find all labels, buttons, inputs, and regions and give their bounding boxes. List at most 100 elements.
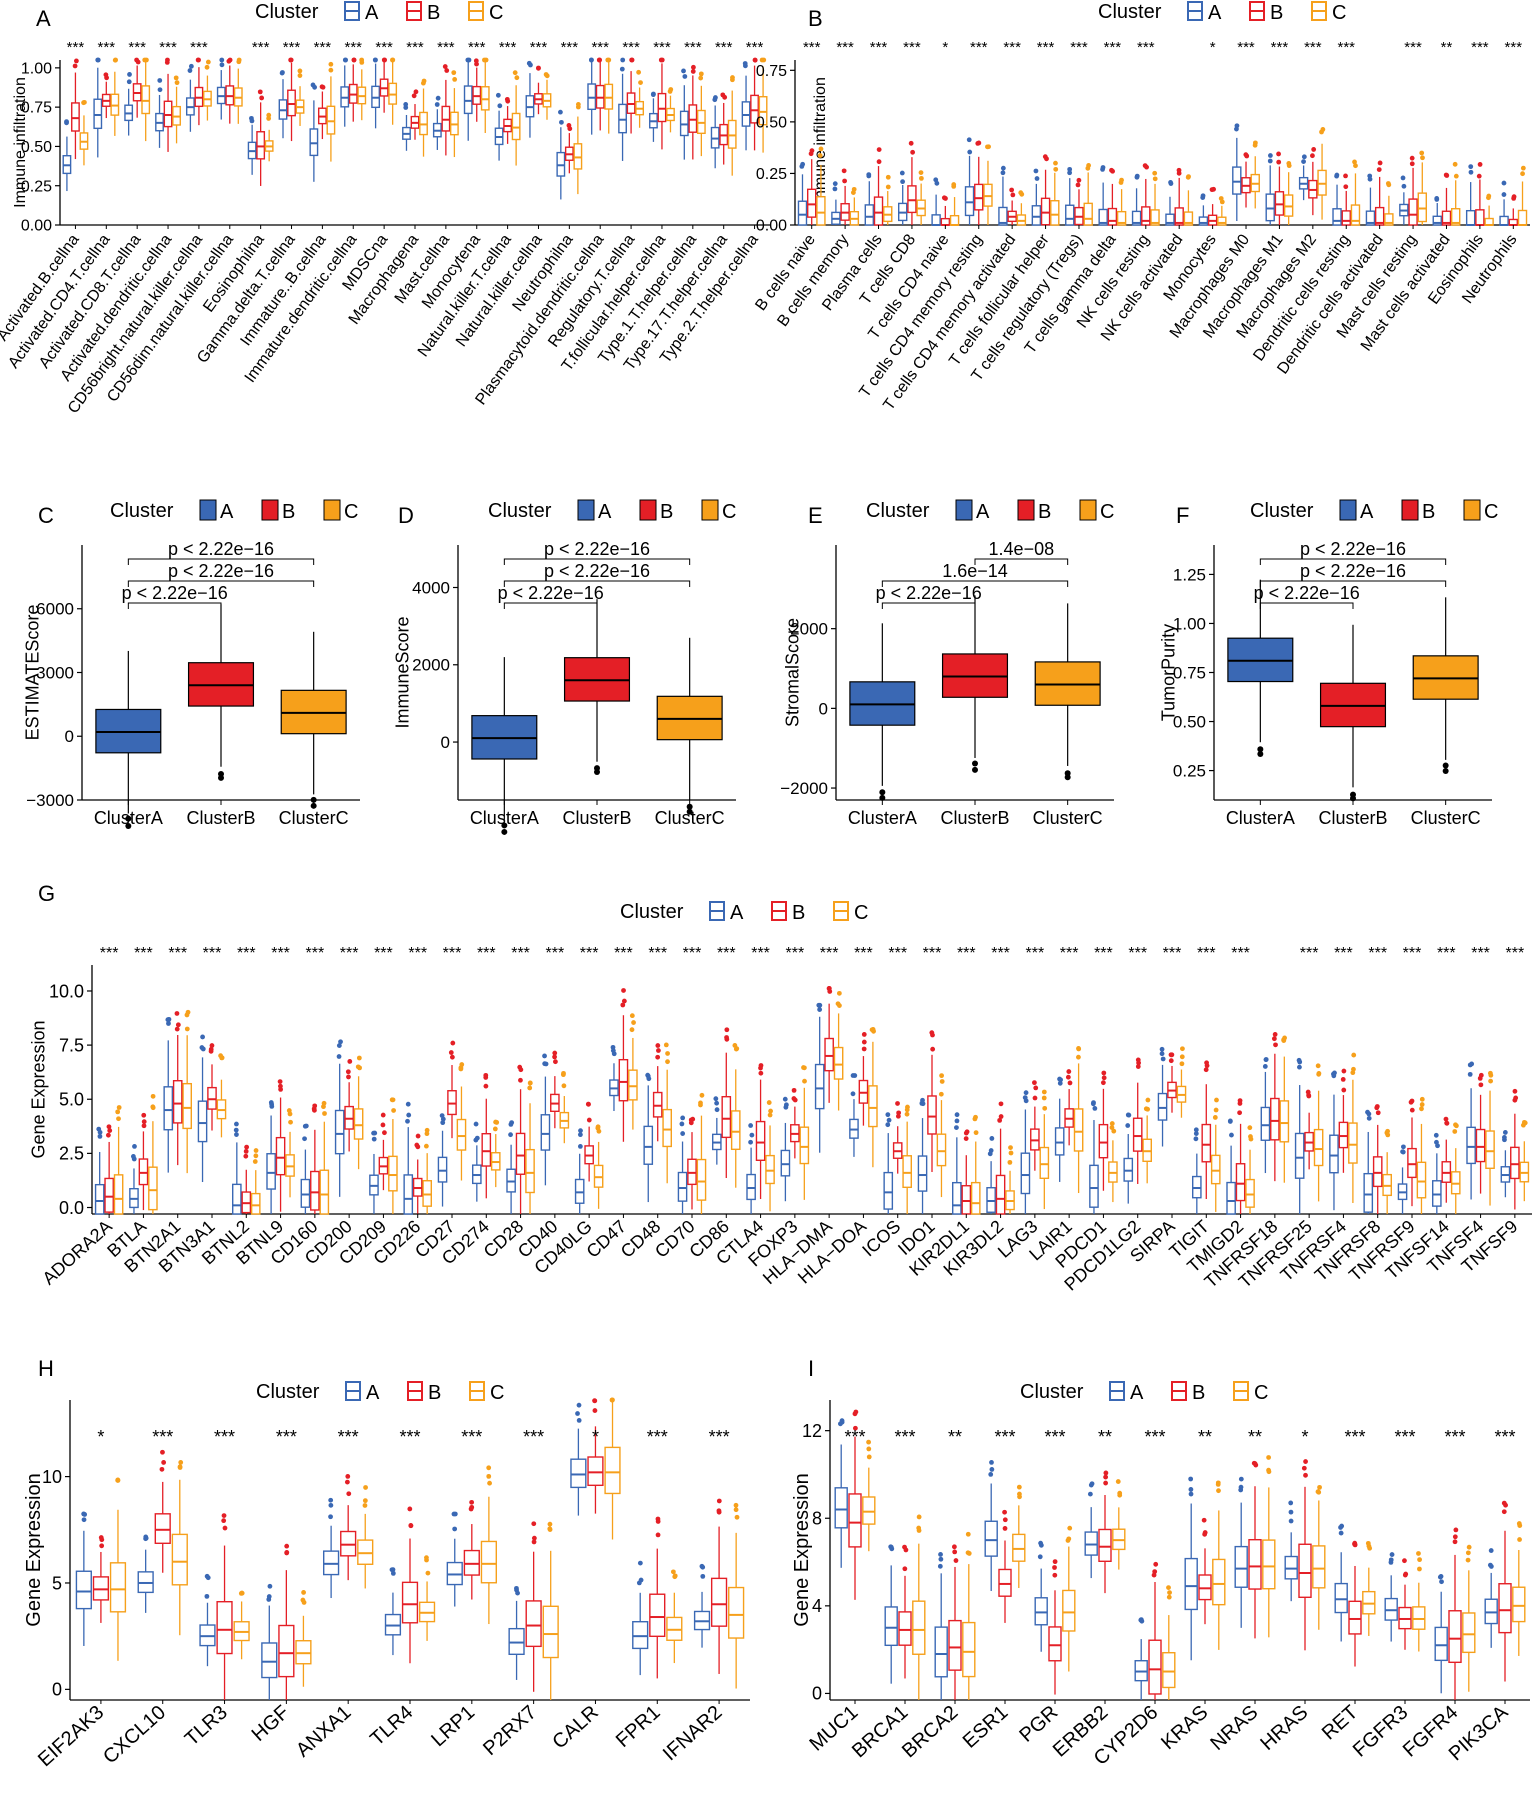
- outlier: [95, 57, 101, 63]
- outlier: [586, 1101, 591, 1107]
- outlier: [998, 1101, 1004, 1107]
- outlier: [381, 57, 387, 63]
- outlier: [1125, 1123, 1131, 1128]
- box: [525, 1600, 542, 1648]
- outlier: [559, 119, 564, 125]
- box-G-19-A: [746, 1123, 756, 1214]
- x-tick-label: CXCL10: [99, 1701, 170, 1768]
- outlier: [850, 1091, 856, 1097]
- box: [515, 1132, 526, 1175]
- outlier: [449, 1054, 455, 1060]
- outlier: [1409, 1107, 1415, 1113]
- box-H-5-A: [384, 1567, 402, 1656]
- outlier: [1301, 159, 1306, 165]
- outlier: [896, 1110, 902, 1116]
- box-A-22-C: [758, 57, 768, 153]
- significance-label: ***: [399, 1427, 420, 1447]
- outlier: [1502, 1130, 1508, 1135]
- outlier: [234, 1121, 239, 1127]
- outlier: [1257, 746, 1264, 753]
- outlier: [414, 1142, 420, 1148]
- box-B-1-C: [849, 186, 860, 226]
- significance-label: ***: [340, 945, 359, 962]
- box: [278, 1624, 295, 1678]
- outlier: [1010, 192, 1016, 198]
- significance-label: ***: [844, 1427, 865, 1447]
- outlier: [347, 1059, 353, 1064]
- outlier: [1009, 187, 1015, 193]
- box: [1432, 215, 1442, 226]
- box-I-12-C: [1462, 1544, 1476, 1692]
- box-A-11-C: [419, 78, 428, 157]
- outlier: [1057, 1080, 1063, 1086]
- outlier: [1216, 1488, 1221, 1494]
- box: [1498, 1583, 1512, 1634]
- box: [618, 1058, 629, 1102]
- outlier: [178, 1460, 184, 1465]
- outlier: [266, 1594, 272, 1599]
- outlier: [1067, 1080, 1073, 1086]
- box: [94, 1183, 105, 1215]
- x-tick-label: ClusterC: [1033, 808, 1103, 828]
- legend-swatch-B: [261, 499, 279, 521]
- outlier: [411, 93, 417, 99]
- legend-label-C: C: [1254, 1382, 1268, 1404]
- significance-label: ***: [98, 39, 116, 56]
- box-G-33-A: [1226, 1118, 1236, 1215]
- box: [1031, 205, 1042, 226]
- box-H-6-B: [463, 1499, 480, 1600]
- outlier: [165, 57, 170, 63]
- box-G-13-B: [550, 1050, 560, 1129]
- box-B-4-B: [940, 195, 951, 226]
- box-G-28-C: [1073, 1046, 1084, 1194]
- box-I-7-A: [1184, 1476, 1198, 1661]
- box-G-33-C: [1245, 1125, 1255, 1214]
- box: [1499, 215, 1509, 226]
- box-I-6-B: [1148, 1561, 1162, 1700]
- box-B-18-B: [1408, 155, 1418, 226]
- outlier: [597, 57, 603, 63]
- box: [1384, 213, 1394, 226]
- box-G-32-B: [1201, 1060, 1212, 1200]
- box: [948, 1619, 962, 1671]
- outlier: [1109, 167, 1114, 173]
- outlier: [1002, 1526, 1008, 1531]
- box: [984, 1520, 998, 1557]
- outlier: [527, 1085, 533, 1091]
- box-G-32-C: [1210, 1097, 1221, 1212]
- outlier: [672, 1574, 678, 1580]
- outlier: [1288, 1500, 1294, 1506]
- x-tick-label: ADORA2A: [39, 1216, 116, 1288]
- comparison-label: p < 2.22e−16: [1300, 539, 1406, 559]
- outlier: [219, 62, 225, 68]
- outlier: [1075, 182, 1081, 188]
- x-tick-label: ClusterB: [940, 808, 1009, 828]
- significance-label: ***: [214, 1427, 235, 1447]
- outlier: [938, 1552, 943, 1557]
- significance-label: **: [1248, 1427, 1262, 1447]
- comparison-bracket: p < 2.22e−16: [1254, 583, 1360, 609]
- box-G-16-A: [643, 1072, 654, 1203]
- box: [587, 83, 597, 111]
- outlier: [952, 1549, 958, 1555]
- box: [628, 1069, 638, 1101]
- box: [1234, 1545, 1248, 1588]
- box-G-30-A: [1123, 1112, 1134, 1204]
- box-A-3-B: [163, 57, 173, 152]
- significance-label: ***: [622, 39, 640, 56]
- outlier: [187, 68, 193, 73]
- y-axis-label: Immune infiltration: [12, 77, 29, 208]
- outlier: [301, 1590, 306, 1595]
- outlier: [783, 1102, 789, 1108]
- box-A-13-A: [463, 57, 473, 141]
- outlier: [698, 75, 704, 81]
- box-H-0-C: [109, 1477, 127, 1661]
- box: [232, 1183, 242, 1215]
- outlier: [1409, 1098, 1415, 1104]
- box: [1107, 207, 1118, 226]
- outlier: [1476, 173, 1482, 179]
- box-B-9-C: [1116, 177, 1127, 226]
- outlier: [1179, 1061, 1185, 1067]
- outlier: [903, 1547, 909, 1553]
- outlier: [1064, 774, 1071, 781]
